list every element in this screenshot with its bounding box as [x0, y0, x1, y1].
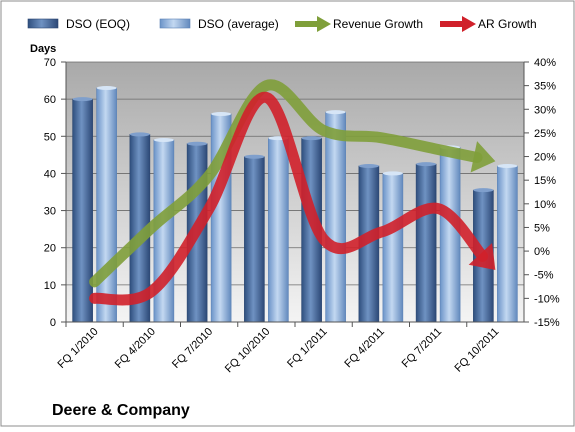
- y-axis-label: Days: [30, 43, 56, 55]
- bar-cap: [358, 164, 379, 168]
- y-tick-label: 20: [44, 243, 56, 255]
- legend-item-revenue-growth: Revenue Growth: [295, 16, 423, 32]
- legend-label: AR Growth: [478, 17, 537, 31]
- y2-tick-label: 30%: [534, 104, 556, 116]
- legend-swatch: [27, 18, 59, 29]
- y2-tick-label: 15%: [534, 175, 556, 187]
- legend-item-dso-average-: DSO (average): [159, 17, 279, 31]
- y-tick-label: 70: [44, 57, 56, 69]
- bar-dso-eoq-: [72, 98, 93, 323]
- y-tick-label: 60: [44, 94, 56, 106]
- bar-cap: [96, 86, 117, 90]
- legend-label: DSO (average): [198, 17, 279, 31]
- y-tick-label: 10: [44, 280, 56, 292]
- y2-tick-label: 20%: [534, 152, 556, 164]
- y-tick-label: 30: [44, 206, 56, 218]
- bar-dso-average-: [439, 147, 461, 323]
- y2-tick-label: 10%: [534, 199, 556, 211]
- y2-tick-label: 25%: [534, 128, 556, 140]
- bar-cap: [129, 132, 150, 137]
- bar-cap: [244, 154, 265, 159]
- bar-cap: [301, 136, 322, 141]
- bar-cap: [211, 112, 232, 116]
- y2-tick-label: -15%: [534, 317, 560, 329]
- legend-label: Revenue Growth: [333, 17, 423, 31]
- y2-tick-label: 40%: [534, 57, 556, 69]
- y2-tick-label: -5%: [534, 270, 554, 282]
- legend-item-ar-growth: AR Growth: [440, 16, 537, 32]
- y2-tick-label: 35%: [534, 81, 556, 93]
- legend-swatch-arrow: [317, 16, 331, 32]
- bar-cap: [153, 138, 174, 142]
- bar-cap: [72, 97, 93, 102]
- bar-cap: [382, 171, 403, 176]
- bar-dso-average-: [96, 87, 117, 323]
- legend-item-dso-eoq-: DSO (EOQ): [27, 17, 130, 31]
- arrowhead-revenue-growth: [470, 141, 496, 173]
- y-tick-label: 40: [44, 168, 56, 180]
- chart-title: Deere & Company: [52, 402, 190, 419]
- bar-dso-eoq-: [244, 156, 265, 323]
- line-revenue-growth: [89, 79, 483, 288]
- bar-cap: [497, 164, 518, 168]
- bar-cap: [187, 141, 208, 146]
- bar-dso-average-: [268, 137, 289, 323]
- bar-cap: [473, 188, 494, 193]
- bar-dso-average-: [325, 111, 346, 323]
- arrowhead-ar-growth: [468, 242, 496, 270]
- bar-dso-average-: [382, 173, 404, 323]
- bar-dso-eoq-: [415, 163, 437, 323]
- y-tick-label: 50: [44, 131, 56, 143]
- bar-cap: [325, 110, 346, 115]
- y2-tick-label: 0%: [534, 246, 550, 258]
- bar-cap: [416, 162, 437, 167]
- line-ar-growth: [89, 91, 489, 306]
- y2-tick-label: 5%: [534, 222, 550, 234]
- y2-tick-label: -10%: [534, 293, 560, 305]
- legend-label: DSO (EOQ): [66, 17, 130, 31]
- y-tick-label: 0: [50, 317, 56, 329]
- legend-swatch-arrow: [462, 16, 476, 32]
- bar-dso-average-: [153, 139, 175, 323]
- legend-swatch: [159, 18, 191, 29]
- bar-dso-average-: [497, 165, 518, 323]
